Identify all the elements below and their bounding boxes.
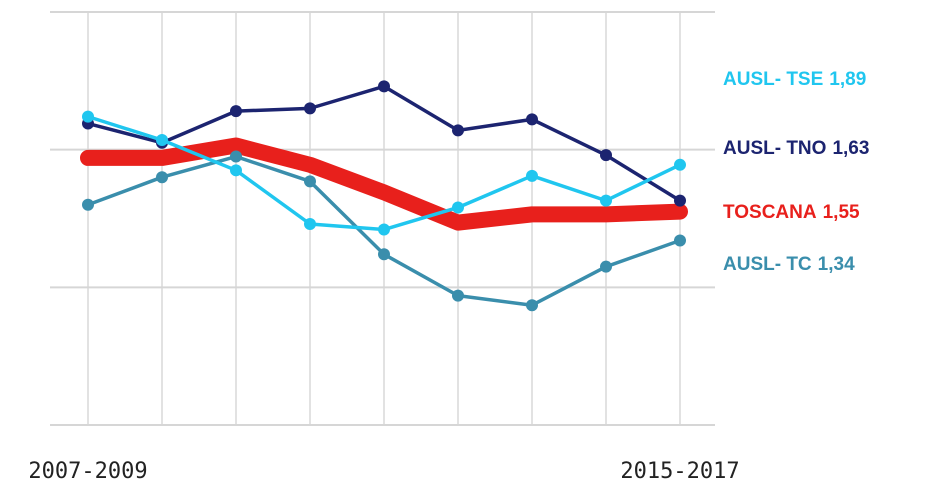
data-point bbox=[82, 110, 94, 123]
data-point bbox=[452, 289, 464, 302]
series-name: AUSL- TC bbox=[723, 254, 812, 275]
series-name: AUSL- TNO bbox=[723, 138, 826, 159]
data-point bbox=[674, 194, 686, 207]
data-point bbox=[304, 218, 316, 231]
series-label: AUSL- TNO 1,63 bbox=[723, 138, 869, 159]
x-tick-label: 2007-2009 bbox=[28, 459, 147, 484]
data-point bbox=[82, 198, 94, 211]
data-point bbox=[304, 102, 316, 115]
data-point bbox=[600, 260, 612, 273]
data-point bbox=[526, 169, 538, 182]
series-name: TOSCANA bbox=[723, 202, 817, 223]
series-label: AUSL- TC 1,34 bbox=[723, 254, 855, 275]
data-point bbox=[156, 171, 168, 184]
data-point bbox=[378, 80, 390, 93]
data-point bbox=[378, 248, 390, 261]
x-tick-label: 2015-2017 bbox=[620, 459, 739, 484]
data-point bbox=[674, 234, 686, 247]
data-point bbox=[526, 113, 538, 126]
data-point bbox=[230, 164, 242, 177]
data-point bbox=[230, 150, 242, 163]
data-point bbox=[600, 194, 612, 207]
value-label: 1,63 bbox=[832, 138, 869, 159]
series-name: AUSL- TSE bbox=[723, 69, 823, 90]
value-label: 1,55 bbox=[823, 202, 860, 223]
series-label: AUSL- TSE 1,89 bbox=[723, 69, 866, 90]
data-point bbox=[378, 223, 390, 236]
value-label: 1,89 bbox=[829, 69, 866, 90]
data-point bbox=[674, 158, 686, 171]
data-point bbox=[304, 175, 316, 188]
data-point bbox=[526, 299, 538, 312]
series-label: TOSCANA 1,55 bbox=[723, 202, 860, 223]
data-point bbox=[156, 134, 168, 147]
value-label: 1,34 bbox=[818, 254, 855, 275]
data-point bbox=[230, 105, 242, 118]
data-point bbox=[452, 124, 464, 137]
data-point bbox=[452, 201, 464, 214]
data-point bbox=[600, 149, 612, 162]
series-line bbox=[80, 137, 688, 231]
